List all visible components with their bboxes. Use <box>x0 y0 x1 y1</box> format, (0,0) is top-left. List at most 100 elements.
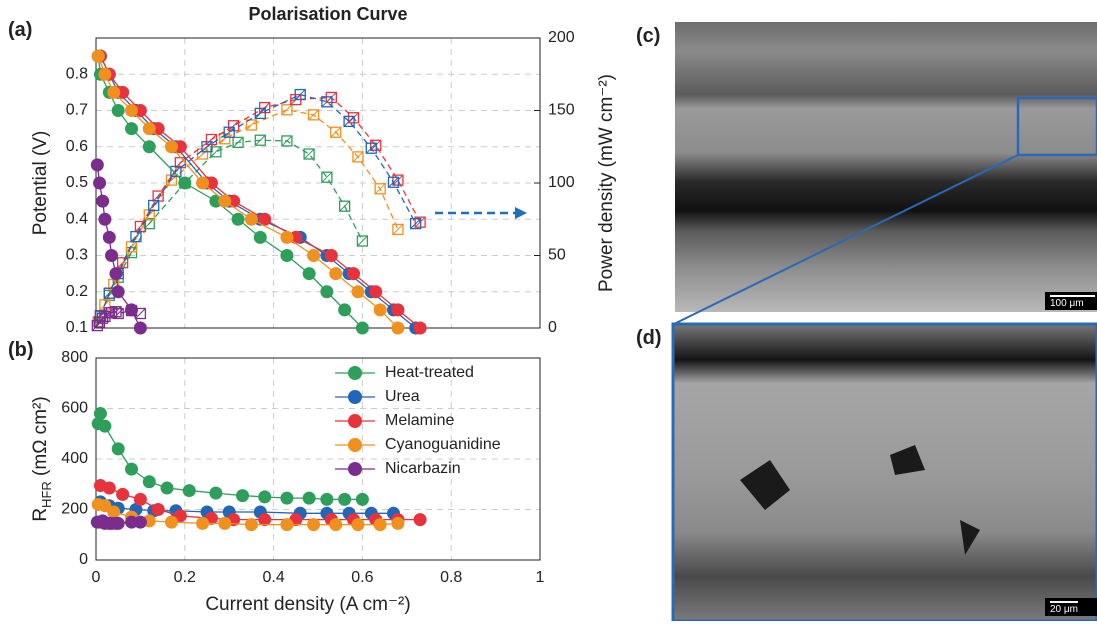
scale-bar-label: 100 μm <box>1050 298 1084 309</box>
series-line <box>99 93 417 316</box>
marker-cross <box>410 218 422 229</box>
marker <box>110 306 122 318</box>
marker <box>209 194 223 208</box>
marker-cross <box>388 176 399 188</box>
marker-cross <box>259 102 271 113</box>
marker <box>254 134 266 146</box>
marker <box>204 176 218 190</box>
legend-label: Cyanoguanidine <box>385 436 501 453</box>
marker <box>245 119 258 131</box>
y-tick-label: 0.2 <box>66 283 88 300</box>
marker <box>258 513 272 527</box>
marker <box>410 217 422 230</box>
marker <box>338 200 351 212</box>
marker <box>151 503 165 516</box>
marker <box>338 303 352 317</box>
y-tick-label: 0.7 <box>66 102 88 119</box>
y-axis-label-sub: HFR <box>39 481 54 508</box>
marker <box>133 492 147 506</box>
y-axis-label: RHFR (mΩ cm²) <box>30 396 54 521</box>
series-line <box>97 411 363 501</box>
marker-cross <box>281 135 293 147</box>
marker <box>413 321 427 335</box>
marker <box>151 122 165 136</box>
marker-cross <box>303 148 315 160</box>
marker <box>302 491 316 505</box>
x-tick-label: 0.4 <box>262 569 284 586</box>
marker <box>93 176 107 190</box>
legend-label: Melamine <box>385 412 454 429</box>
marker <box>351 518 365 532</box>
marker-cross <box>228 120 239 132</box>
y-tick-label: 0.1 <box>66 319 88 336</box>
plot-frame <box>95 357 541 561</box>
marker <box>209 486 223 500</box>
marker <box>343 115 355 128</box>
marker <box>321 171 333 183</box>
marker <box>356 235 369 247</box>
marker <box>111 516 125 530</box>
sem-image-d: 20 μm <box>671 322 1097 623</box>
marker <box>280 249 294 262</box>
marker <box>164 140 178 154</box>
marker <box>130 230 142 243</box>
marker <box>105 249 119 262</box>
panel-label: (c) <box>636 25 660 47</box>
y-axis-label: Potential (V) <box>30 131 51 236</box>
marker <box>302 267 316 281</box>
marker-cross <box>232 137 244 148</box>
sem-image <box>671 322 1097 623</box>
marker-cross <box>126 247 137 258</box>
series-line <box>96 309 141 326</box>
scale-bar-label: 20 μm <box>1050 604 1078 615</box>
y2-tick-label: 0 <box>548 319 557 336</box>
marker-cross <box>357 235 368 247</box>
marker <box>413 513 427 527</box>
marker <box>196 176 210 190</box>
zoom-box <box>1016 96 1097 157</box>
marker-cross <box>135 308 146 319</box>
marker <box>369 285 383 299</box>
marker <box>324 249 338 262</box>
legend-marker <box>348 462 362 476</box>
marker <box>280 518 294 532</box>
marker <box>258 212 272 226</box>
legend-label: Urea <box>385 388 420 405</box>
marker <box>374 183 386 195</box>
x-tick-label: 0.2 <box>174 569 196 586</box>
sem-image <box>675 22 1097 312</box>
marker <box>254 107 266 120</box>
marker <box>329 267 343 281</box>
marker <box>218 516 232 530</box>
y-tick-label: 400 <box>61 450 88 467</box>
marker-cross <box>343 116 355 127</box>
marker <box>347 267 361 281</box>
marker <box>125 303 139 317</box>
marker <box>98 212 112 226</box>
y-tick-label: 200 <box>61 501 88 518</box>
marker-cross <box>294 89 306 100</box>
y-tick-label: 800 <box>61 349 88 366</box>
marker <box>307 518 321 532</box>
marker <box>173 140 187 154</box>
marker <box>281 135 293 147</box>
marker <box>98 419 112 433</box>
panel-label: (b) <box>8 339 34 361</box>
series-line <box>97 55 399 329</box>
marker <box>218 194 232 208</box>
marker-cross <box>201 141 213 153</box>
marker <box>307 109 320 121</box>
marker <box>178 176 192 190</box>
marker-cross <box>91 320 103 331</box>
marker <box>109 267 123 281</box>
sem-image-c: 100 μm <box>673 22 1097 325</box>
marker <box>338 492 352 506</box>
marker-cross <box>152 190 164 202</box>
marker <box>232 136 244 149</box>
y-tick-label: 0.5 <box>66 174 88 191</box>
marker <box>116 487 130 501</box>
marker <box>391 516 405 530</box>
panel-label: (d) <box>636 327 662 349</box>
y2-tick-label: 200 <box>548 29 575 46</box>
marker-cross <box>148 200 160 211</box>
